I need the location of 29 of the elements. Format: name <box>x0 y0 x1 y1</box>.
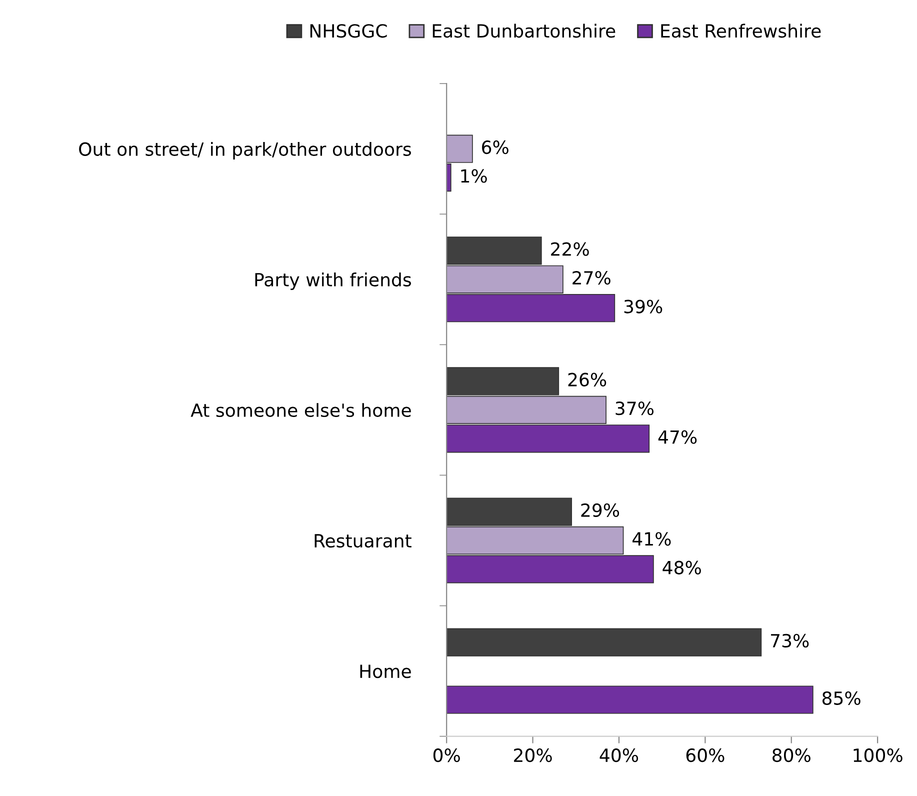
y-tick-label: At someone else's home <box>190 403 411 418</box>
x-tick-label: 80% <box>772 748 810 762</box>
bar <box>446 628 762 656</box>
legend-label: NHSGGC <box>310 24 387 38</box>
legend-label: East Renfrewshire <box>661 24 821 38</box>
data-label: 41% <box>632 532 671 546</box>
data-label: 37% <box>616 402 654 416</box>
data-label: 26% <box>568 372 606 386</box>
data-label: 27% <box>572 270 610 285</box>
data-label: 6% <box>482 140 508 154</box>
y-tick-label: Party with friends <box>255 272 411 290</box>
data-label: 22% <box>551 242 589 256</box>
data-label: 29% <box>581 503 620 518</box>
bar <box>446 686 814 714</box>
data-label: 47% <box>658 430 697 444</box>
y-tick-label: Out on street/ in park/other outdoors <box>79 142 411 160</box>
x-tick-label: 40% <box>600 748 638 762</box>
data-label: 85% <box>822 691 860 705</box>
x-tick-label: 100% <box>854 748 902 762</box>
data-label: 1% <box>461 169 487 183</box>
data-label: 39% <box>624 300 662 314</box>
legend-label: East Dunbartonshire <box>432 24 616 38</box>
y-tick-label: Home <box>360 664 411 678</box>
x-tick-label: 0% <box>433 748 460 762</box>
x-tick-label: 60% <box>686 748 724 762</box>
data-label: 48% <box>662 560 701 574</box>
y-tick-label: Restuarant <box>314 534 412 548</box>
data-label: 73% <box>771 634 809 648</box>
x-tick-label: 20% <box>514 748 552 762</box>
